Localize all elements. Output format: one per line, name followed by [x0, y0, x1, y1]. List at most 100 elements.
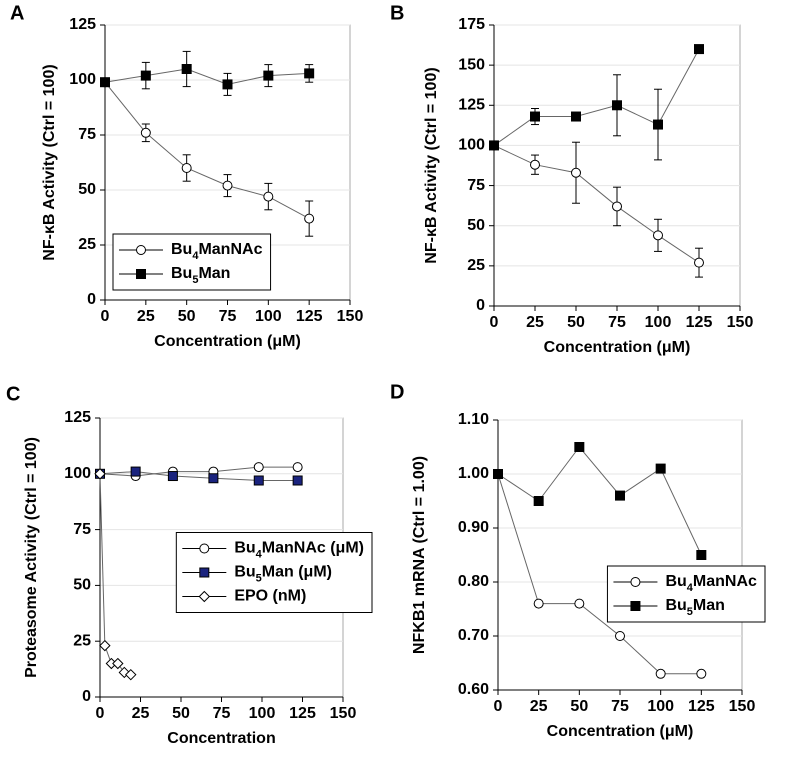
marker [530, 111, 540, 122]
marker [292, 475, 303, 486]
legend-entry: Bu4ManNAc (μM) [182, 540, 364, 561]
x-axis-label: Concentration (μM) [544, 339, 691, 356]
marker [199, 567, 210, 578]
x-axis-label: Concentration (μM) [154, 333, 301, 350]
series-line [99, 471, 298, 481]
panel: A 0 25 50 75 100 125 0 25 50 75 100 125 150 Concentrat… [10, 2, 363, 350]
y-tick-label: 150 [458, 56, 485, 73]
legend-box [606, 565, 766, 623]
panel-letter: A [10, 2, 24, 24]
y-tick-label: 25 [467, 257, 485, 274]
marker [655, 668, 666, 679]
x-tick-label: 75 [611, 698, 629, 715]
x-tick-label: 100 [647, 698, 674, 715]
marker [100, 77, 110, 88]
marker [99, 639, 111, 652]
marker [489, 140, 499, 151]
marker [655, 463, 666, 474]
x-tick-label: 100 [255, 308, 282, 325]
marker [136, 245, 146, 255]
marker [571, 111, 581, 122]
legend-label: Bu5Man (μM) [234, 564, 332, 585]
legend-box [112, 233, 272, 291]
x-tick-label: 0 [494, 698, 503, 715]
y-tick-label: 0 [82, 688, 91, 705]
marker [612, 201, 622, 212]
legend: Bu4ManNAc Bu5Man [112, 233, 272, 291]
marker [130, 466, 141, 477]
y-tick-label: 75 [73, 521, 91, 538]
marker [222, 180, 233, 191]
series-line [493, 144, 700, 264]
legend-label: Bu4ManNAc (μM) [234, 540, 364, 561]
legend-entry: Bu5Man [613, 597, 725, 618]
y-tick-label: 25 [73, 632, 91, 649]
marker [253, 475, 264, 486]
panel-letter: B [390, 2, 404, 24]
y-tick-label: 100 [458, 137, 485, 154]
y-tick-label: 1.10 [458, 411, 489, 428]
y-tick-label: 100 [64, 465, 91, 482]
x-tick-label: 50 [567, 314, 585, 331]
marker [253, 462, 264, 473]
series-line [493, 48, 700, 146]
y-tick-label: 50 [467, 217, 485, 234]
x-tick-label: 125 [688, 698, 715, 715]
marker [304, 68, 315, 79]
marker [304, 213, 315, 224]
marker [571, 167, 581, 178]
marker [533, 496, 544, 506]
marker [198, 590, 211, 603]
legend-entry: EPO (nM) [182, 588, 306, 605]
y-tick-label: 50 [73, 577, 91, 594]
y-tick-label: 25 [78, 236, 96, 253]
y-tick-label: 0 [87, 291, 96, 308]
marker [199, 543, 210, 554]
y-tick-label: 0 [476, 297, 485, 314]
y-tick-label: 0.70 [458, 627, 489, 644]
y-axis-label: NF-κB Activity (Ctrl = 100) [41, 64, 58, 260]
y-tick-label: 75 [467, 177, 485, 194]
x-tick-label: 25 [137, 308, 155, 325]
marker [181, 163, 192, 173]
y-tick-label: 0.60 [458, 681, 489, 698]
x-tick-label: 0 [490, 314, 499, 331]
legend-label: Bu5Man [665, 597, 724, 618]
marker [694, 44, 704, 55]
marker [222, 79, 233, 90]
x-tick-label: 50 [178, 308, 196, 325]
marker [125, 668, 137, 681]
marker [615, 490, 625, 501]
x-tick-label: 125 [686, 314, 713, 331]
marker [530, 159, 540, 170]
y-tick-label: 0.80 [458, 573, 489, 590]
x-tick-label: 50 [570, 698, 588, 715]
series-line [497, 473, 702, 675]
marker [140, 127, 151, 138]
series-line [104, 81, 310, 220]
x-tick-label: 125 [289, 705, 316, 722]
panel-letter: D [390, 381, 404, 403]
x-axis-label: Concentration [167, 730, 275, 747]
marker [574, 598, 585, 609]
legend-entry: Bu4ManNAc [119, 241, 263, 262]
marker [136, 269, 146, 279]
marker [208, 473, 219, 484]
legend-entry: Bu4ManNAc [613, 573, 757, 594]
series-line [104, 68, 310, 85]
marker [653, 119, 663, 130]
legend-label: Bu5Man [171, 265, 230, 286]
legend-label: EPO (nM) [234, 588, 306, 605]
panel: C 0 25 50 75 100 125 0 25 50 75 100 125 150 Concentrat… [6, 383, 373, 747]
y-tick-label: 125 [458, 97, 485, 114]
x-tick-label: 100 [249, 705, 276, 722]
panel: B 0 25 50 75 100 125 150 175 0 25 50 75 100 125 150 Conc… [390, 2, 753, 356]
y-tick-label: 1.00 [458, 465, 489, 482]
y-axis-label: Proteasome Activity (Ctrl = 100) [23, 437, 40, 678]
marker [612, 100, 622, 111]
x-tick-label: 25 [132, 705, 150, 722]
x-tick-label: 100 [645, 314, 672, 331]
x-tick-label: 150 [337, 308, 364, 325]
x-tick-label: 0 [101, 308, 110, 325]
